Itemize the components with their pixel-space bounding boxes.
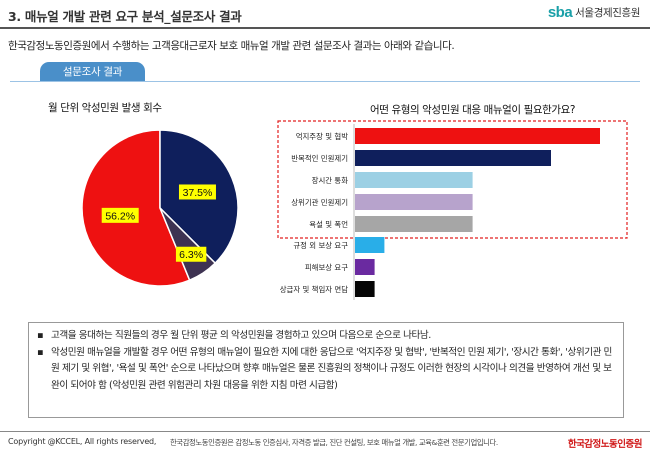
bullet-icon: ▪ <box>37 346 44 358</box>
summary-note-1-text: 고객을 응대하는 직원들의 경우 월 단위 평균 의 악성민원을 경험하고 있으… <box>51 330 431 341</box>
pie-slice-6 <box>159 207 217 282</box>
section-divider <box>10 81 640 82</box>
highlight-box <box>277 120 628 239</box>
summary-note-2-text: 악성민원 매뉴얼을 개발할 경우 어떤 유형의 매뉴얼이 필요한 지에 대한 응… <box>51 346 612 391</box>
pie-chart: 56.2% 37.5% 6.3% <box>81 129 239 287</box>
header-divider <box>0 27 650 29</box>
bar-5 <box>355 216 473 232</box>
bar-category-label: 억지주장 및 협박 <box>296 132 348 141</box>
bar-chart-title: 어떤 유형의 악성민원 대응 매뉴얼이 필요한가요? <box>370 104 576 116</box>
bar-6 <box>355 237 385 253</box>
section-tab: 설문조사 결과 <box>40 62 145 81</box>
bar-3 <box>355 172 473 188</box>
bar-4 <box>355 194 473 210</box>
bar-category-label: 규정 외 보상 요구 <box>293 241 348 250</box>
pie-label-bg <box>178 184 216 200</box>
bullet-icon: ▪ <box>37 330 44 341</box>
bar-8 <box>355 281 375 297</box>
sba-logo-text: 서울경제진흥원 <box>575 7 640 19</box>
bar-category-label: 장시간 통화 <box>312 176 349 185</box>
footer-brand-logo: 한국감정노동인증원 <box>567 439 643 450</box>
pie-chart-title: 월 단위 악성민원 발생 회수 <box>48 102 162 114</box>
sba-logo: sba 서울경제진흥원 <box>547 4 641 21</box>
footer-divider <box>0 431 650 432</box>
footer-copyright: Copyright @KCCEL, All rights reserved, <box>8 437 157 446</box>
pie-data-label: 37.5% <box>183 187 213 199</box>
bar-category-label: 피해보상 요구 <box>305 263 348 272</box>
bar-1 <box>355 128 600 144</box>
bar-category-label: 욕설 및 폭언 <box>309 220 348 229</box>
summary-note-1: ▪ 고객을 응대하는 직원들의 경우 월 단위 평균 의 악성민원을 경험하고 … <box>37 328 615 345</box>
bar-category-label: 상급자 및 책임자 면담 <box>280 285 348 294</box>
bar-2 <box>355 150 551 166</box>
pie-label-bg <box>175 246 207 262</box>
summary-note-2: ▪ 악성민원 매뉴얼을 개발할 경우 어떤 유형의 매뉴얼이 필요한 지에 대한… <box>37 345 615 395</box>
pie-data-label: 6.3% <box>179 249 203 261</box>
bar-category-label: 상위기관 민원제기 <box>291 198 348 207</box>
bar-7 <box>355 259 375 275</box>
page-title: 3. 매뉴얼 개발 관련 요구 분석_설문조사 결과 <box>8 9 242 24</box>
sba-logo-mark: sba <box>547 4 573 21</box>
bar-category-label: 반복적인 민원제기 <box>291 154 348 163</box>
pie-data-label: 56.2% <box>105 210 135 222</box>
footer-description: 한국감정노동인증원은 감정노동 인증심사, 자격증 발급, 진단 컨설팅, 보호… <box>170 438 498 447</box>
pie-label-bg <box>101 207 139 223</box>
summary-notes: ▪ 고객을 응대하는 직원들의 경우 월 단위 평균 의 악성민원을 경험하고 … <box>28 322 624 418</box>
intro-text: 한국감정노동인증원에서 수행하는 고객응대근로자 보호 매뉴얼 개발 관련 설문… <box>8 40 455 52</box>
